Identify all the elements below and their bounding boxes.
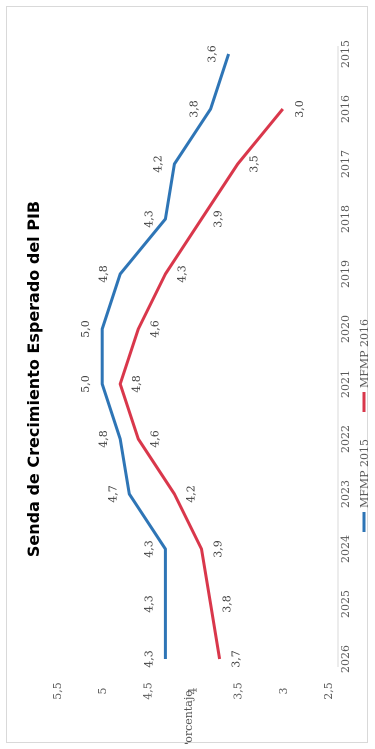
x-axis-ticks: 2015 2016 2017 2018 2019 2020 2021 2022 2023 2024… [338, 40, 352, 673]
data-label: 3,9 [212, 210, 225, 228]
series-line-2 [120, 109, 283, 659]
x-tick-label: 2015 [339, 40, 352, 68]
x-tick-label: 2021 [339, 370, 352, 398]
data-label: 4,3 [175, 265, 188, 283]
x-tick-label: 2026 [339, 645, 352, 673]
series-line-1 [102, 54, 228, 659]
y-tick-label: 2,5 [322, 682, 335, 700]
data-label: 3,5 [248, 155, 261, 173]
plot-area: Senda de Crecimiento Esperado del PIB Po… [7, 7, 369, 744]
data-label: 4,8 [130, 375, 143, 393]
data-label: 3,6 [206, 45, 219, 63]
x-tick-label: 2017 [339, 150, 352, 178]
x-tick-label: 2018 [339, 205, 352, 233]
data-label: 4,8 [97, 430, 110, 448]
y-tick-label: 3,5 [232, 682, 245, 700]
data-label: 3,0 [293, 100, 306, 118]
data-label: 4,3 [142, 210, 155, 228]
y-axis-label: Porcentaje [182, 690, 195, 744]
chart-frame: Senda de Crecimiento Esperado del PIB Po… [6, 6, 368, 743]
data-label: 4,8 [97, 265, 110, 283]
data-label: 3,7 [230, 650, 243, 668]
y-tick-label: 4 [187, 688, 200, 695]
x-tick-label: 2019 [339, 260, 352, 288]
y-tick-label: 5 [96, 688, 109, 695]
y-tick-label: 4,5 [141, 682, 154, 700]
x-tick-label: 2016 [339, 95, 352, 123]
data-label: 4,3 [142, 595, 155, 613]
data-label: 3,9 [212, 540, 225, 558]
data-label: 4,6 [148, 320, 161, 338]
data-label: 4,2 [151, 155, 164, 173]
chart-title: Senda de Crecimiento Esperado del PIB [24, 201, 43, 557]
legend-label-2: MFMP 2016 [358, 319, 369, 388]
data-label: 3,8 [188, 100, 201, 118]
x-tick-label: 2023 [339, 480, 352, 508]
legend-label-1: MFMP 2015 [358, 439, 369, 508]
chart-svg: Senda de Crecimiento Esperado del PIB Po… [7, 7, 369, 744]
y-tick-label: 3 [277, 688, 290, 695]
y-tick-label: 5,5 [51, 682, 64, 700]
data-label: 4,6 [148, 430, 161, 448]
x-tick-label: 2025 [339, 590, 352, 618]
data-label: 4,3 [142, 540, 155, 558]
x-tick-label: 2020 [339, 315, 352, 343]
data-label: 5,0 [79, 375, 92, 393]
x-tick-label: 2022 [339, 425, 352, 453]
data-label: 4,2 [184, 485, 197, 503]
data-label: 3,8 [221, 595, 234, 613]
data-label: 4,7 [106, 485, 119, 503]
series-layer [102, 54, 283, 659]
data-label: 5,0 [79, 320, 92, 338]
data-label: 4,3 [142, 650, 155, 668]
x-tick-label: 2024 [339, 535, 352, 563]
